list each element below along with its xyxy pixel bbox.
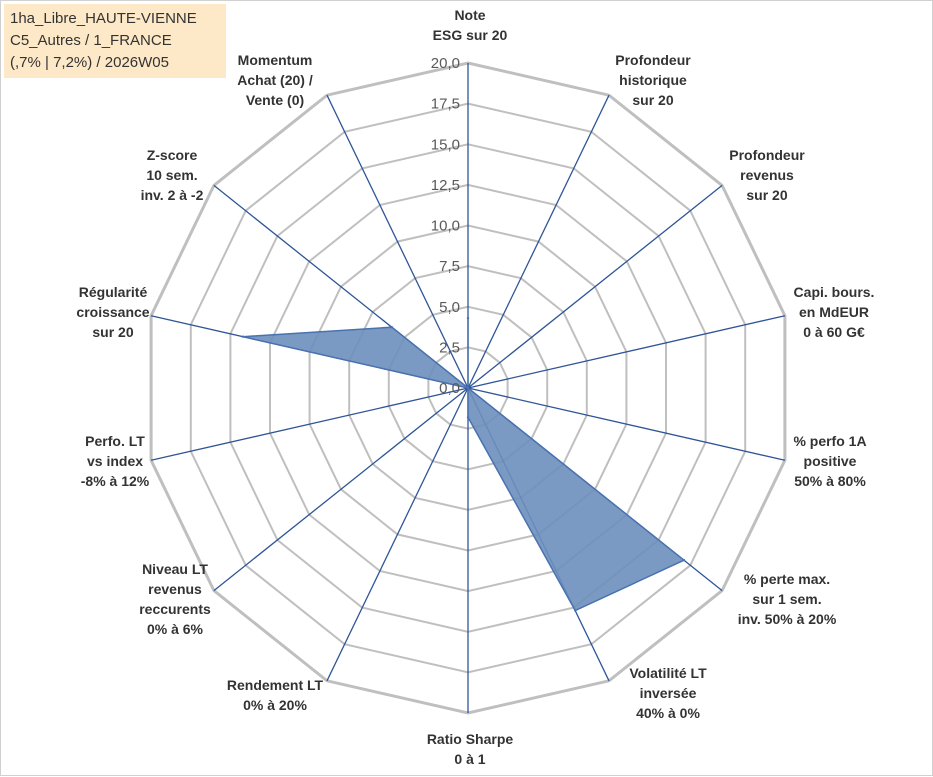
radar-spoke bbox=[467, 94, 610, 389]
info-line-2: C5_Autres / 1_FRANCE bbox=[10, 32, 172, 49]
tick-label: 12,5 bbox=[431, 177, 460, 194]
radar-tick-labels: 0,0 2,5 5,0 7,5 10,0 12,5 15,0 17,5 20,0 bbox=[431, 55, 460, 397]
axis-label: Rendement LT 0% à 20% bbox=[227, 677, 324, 713]
data-point bbox=[390, 326, 393, 329]
axis-label: % perte max. sur 1 sem. inv. 50% à 20% bbox=[738, 571, 837, 627]
radar-axis-labels: Note ESG sur 20 Profondeur historique sur 20… bbox=[76, 7, 874, 767]
axis-label: Momentum Achat (20) / Vente (0) bbox=[237, 52, 313, 108]
axis-label: Ratio Sharpe 0 à 1 bbox=[427, 731, 514, 767]
info-line-3: (,7% | 7,2%) / 2026W05 bbox=[10, 54, 169, 71]
radar-spoke bbox=[467, 387, 786, 461]
tick-label: 10,0 bbox=[431, 218, 460, 235]
axis-label: Volatilité LT inversée 40% à 0% bbox=[629, 665, 707, 721]
data-point bbox=[682, 559, 686, 562]
radar-spoke bbox=[467, 184, 723, 389]
radar-spoke bbox=[150, 387, 469, 461]
data-point bbox=[241, 335, 245, 338]
axis-label: Z-score 10 sem. inv. 2 à -2 bbox=[141, 147, 204, 203]
data-point bbox=[574, 609, 577, 612]
data-point bbox=[466, 416, 470, 419]
radar-spoke bbox=[467, 315, 786, 389]
axis-label: Profondeur revenus sur 20 bbox=[729, 147, 805, 203]
tick-label: 5,0 bbox=[439, 299, 460, 316]
tick-label: 0,0 bbox=[439, 380, 460, 397]
radar-spoke bbox=[326, 387, 469, 682]
radar-spoke bbox=[213, 387, 469, 592]
axis-label: Capi. bours. en MdEUR 0 à 60 G€ bbox=[794, 284, 875, 340]
axis-label: % perfo 1A positive 50% à 80% bbox=[793, 433, 866, 489]
axis-label: Note ESG sur 20 bbox=[433, 7, 508, 43]
axis-label: Régularité croissance sur 20 bbox=[76, 284, 149, 340]
tick-label: 7,5 bbox=[439, 258, 460, 275]
axis-label: Perfo. LT vs index -8% à 12% bbox=[81, 433, 150, 489]
radar-series bbox=[241, 316, 686, 612]
info-box: 1ha_Libre_HAUTE-VIENNE C5_Autres / 1_FRA… bbox=[4, 4, 226, 78]
info-line-1: 1ha_Libre_HAUTE-VIENNE bbox=[10, 10, 197, 27]
data-point bbox=[466, 316, 470, 320]
axis-label: Niveau LT revenus reccurents 0% à 6% bbox=[139, 561, 211, 637]
tick-label: 15,0 bbox=[431, 136, 460, 153]
series-area bbox=[242, 318, 686, 612]
tick-label: 20,0 bbox=[431, 55, 460, 72]
tick-label: 2,5 bbox=[439, 339, 460, 356]
data-point bbox=[466, 386, 470, 390]
radar-spoke bbox=[326, 94, 469, 389]
tick-label: 17,5 bbox=[431, 96, 460, 113]
axis-label: Profondeur historique sur 20 bbox=[615, 52, 691, 108]
